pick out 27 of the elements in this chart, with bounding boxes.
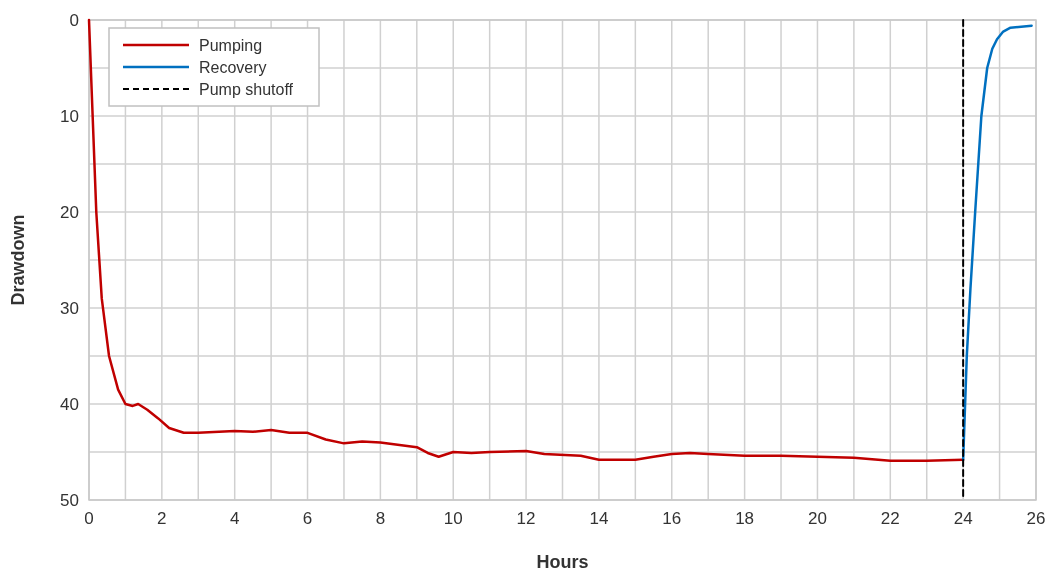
x-tick-label: 2: [157, 509, 167, 528]
legend-label: Pumping: [199, 37, 263, 54]
x-tick-label: 10: [443, 509, 463, 528]
x-axis-title: Hours: [536, 552, 589, 572]
x-tick-label: 4: [229, 509, 240, 528]
x-tick-label: 12: [516, 509, 536, 528]
y-tick-label: 50: [60, 491, 79, 510]
y-tick-label: 40: [60, 395, 79, 414]
legend-label: Pump shutoff: [199, 81, 294, 98]
line-series: [87, 18, 965, 462]
x-tick-label: 0: [84, 509, 94, 528]
y-tick-label: 0: [69, 11, 79, 30]
x-tick-label: 6: [302, 509, 313, 528]
x-tick-label: 8: [375, 509, 386, 528]
x-tick-label: 20: [808, 509, 827, 528]
x-tick-label: 18: [735, 509, 755, 528]
y-tick-label: 10: [60, 107, 79, 126]
y-tick-label: 30: [60, 299, 79, 318]
legend-label: Recovery: [199, 59, 267, 76]
x-tick-label: 22: [880, 509, 900, 528]
x-tick-label: 14: [589, 509, 609, 528]
x-tick-label: 16: [662, 509, 682, 528]
y-tick-label: 20: [60, 203, 79, 222]
y-axis-title: Drawdown: [8, 214, 28, 306]
x-tick-label: 26: [1026, 509, 1046, 528]
line-series: [961, 24, 1033, 461]
x-tick-label: 24: [953, 509, 973, 528]
